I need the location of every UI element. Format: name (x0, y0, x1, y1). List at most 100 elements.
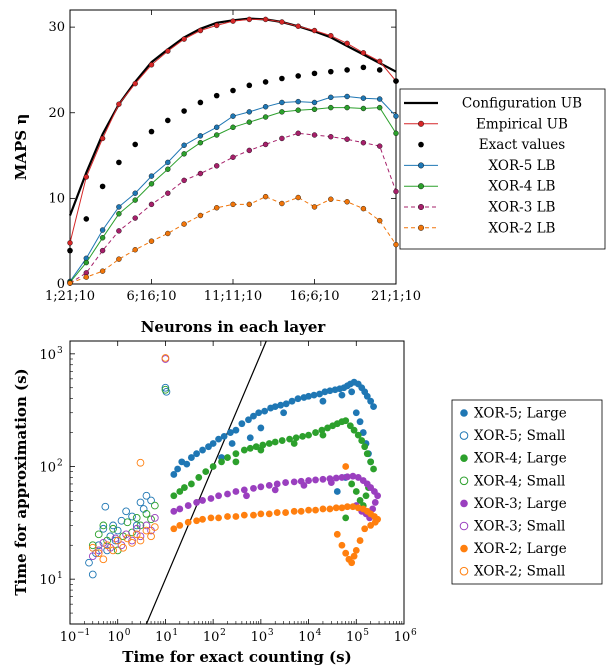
point-xor-2-large (342, 463, 350, 470)
point-xor-2-large (352, 547, 360, 554)
point-xor-2-lb (213, 205, 220, 211)
point-xor-4-large (352, 488, 360, 495)
point-xor-5-large (326, 387, 334, 395)
point-xor-2-lb (328, 196, 334, 202)
point-xor-5-large (174, 465, 182, 473)
point-xor-4-large (286, 435, 293, 443)
point-xor-2-lb (393, 241, 399, 248)
point-exact-values (99, 183, 106, 190)
point-xor-3-large (232, 488, 240, 495)
point-xor-2-lb (246, 201, 253, 208)
point-xor-3-large (257, 483, 265, 491)
point-empirical-ub (116, 101, 122, 107)
point-xor-4-lb (213, 132, 220, 138)
point-xor-5-lb (148, 173, 155, 179)
point-xor-4-large (218, 458, 225, 466)
top-legend: Configuration UB Empirical UB Exact values… (399, 88, 606, 250)
point-xor-3-large (250, 484, 257, 492)
point-xor-3-lb (213, 163, 220, 169)
legend-label-xor-3-large: XOR-3; Large (474, 496, 567, 512)
point-xor-5-large (227, 429, 234, 436)
point-empirical-ub (279, 19, 285, 25)
point-xor-3-large (354, 474, 362, 481)
point-xor-4-large (176, 488, 184, 495)
bottom-axes-ticks: 10 −1 10 0 10 1 10 2 10 3 10 4 10 5 10 610 110 210 3 (39, 341, 417, 645)
point-xor-5-lb (132, 190, 138, 196)
legend-marker-xor-3-lb (418, 203, 425, 210)
point-xor-2-large (338, 541, 346, 549)
point-xor-4-large (346, 422, 354, 430)
legend-marker-xor-2-small (459, 566, 469, 576)
point-xor-3-lb (311, 132, 318, 138)
point-xor-2-lb (67, 280, 73, 286)
point-xor-5-large (187, 454, 195, 461)
point-xor-4-lb (132, 197, 138, 203)
top-y-tick-label: 20 (48, 106, 65, 121)
bottom-x-axis-label: Time for exact counting (s) (122, 648, 351, 666)
point-xor-5-large (250, 412, 257, 420)
point-xor-2-lb (377, 217, 383, 224)
point-xor-4-small (142, 509, 151, 518)
point-xor-2-large (199, 515, 206, 523)
top-y-tick-label: 30 (48, 20, 65, 35)
point-xor-5-large (209, 440, 217, 447)
point-xor-5-large (305, 392, 312, 400)
point-xor-3-large (349, 472, 357, 480)
point-xor-5-large (310, 391, 318, 399)
point-empirical-ub (99, 135, 106, 142)
point-xor-3-large (207, 495, 215, 502)
point-xor-2-large (305, 506, 312, 514)
point-xor-5-small (113, 526, 122, 535)
point-xor-4-large (362, 492, 370, 500)
point-empirical-ub (132, 80, 138, 87)
point-xor-2-small (103, 541, 111, 550)
point-exact-values (132, 141, 138, 148)
point-xor-2-small (161, 354, 170, 362)
point-exact-values (230, 87, 236, 94)
bottom-x-tick-exponent: 5 (363, 628, 369, 638)
point-xor-5-lb (360, 95, 367, 101)
point-xor-2-lb (262, 193, 269, 200)
bottom-x-tick-label: 10 (346, 630, 363, 645)
series-line-xor-3-lb (69, 132, 397, 284)
bottom-x-tick-label: 10 (107, 630, 124, 645)
point-xor-4-lb (181, 151, 187, 157)
point-xor-5-lb (377, 96, 383, 102)
point-xor-5-lb (197, 133, 204, 139)
point-xor-2-small (88, 543, 97, 552)
reference-line (145, 341, 267, 624)
point-xor-2-lb (311, 204, 318, 210)
point-xor-4-lb (197, 140, 204, 146)
top-x-tick-label: 16;6;10 (289, 289, 339, 304)
top-chart: 0 10 20 30 1;21;10 6;16;10 11;11;10 16;6;10 21;1… (12, 9, 606, 336)
point-xor-4-large (342, 514, 350, 522)
point-xor-3-lb (165, 190, 171, 196)
point-xor-4-large (367, 458, 375, 466)
point-xor-4-lb (246, 119, 253, 125)
point-xor-3-lb (393, 188, 399, 195)
point-xor-4-large (257, 446, 265, 454)
legend-label-xor-3-small: XOR-3; Small (474, 519, 565, 535)
point-xor-2-large (184, 518, 192, 526)
bottom-legend: XOR-5; Large XOR-5; Small XOR-4; Large XOR-… (451, 399, 603, 585)
point-xor-4-large (350, 426, 358, 434)
point-xor-5-large (271, 403, 279, 411)
point-xor-4-large (361, 443, 369, 451)
point-xor-4-lb (344, 104, 350, 111)
point-xor-3-lb (99, 247, 106, 254)
bottom-x-tick-label: 10 (251, 630, 268, 645)
point-xor-3-small (132, 524, 141, 533)
bottom-x-tick-exponent: 3 (268, 628, 274, 638)
point-xor-3-large (240, 486, 248, 494)
point-xor-4-lb (377, 104, 383, 111)
legend-label-configuration-ub: Configuration UB (462, 96, 582, 112)
point-xor-5-small (142, 491, 151, 500)
point-xor-2-large (332, 504, 340, 512)
point-xor-2-lb (197, 212, 204, 219)
point-xor-5-large (228, 440, 236, 447)
point-xor-4-small (94, 530, 103, 539)
point-xor-4-large (363, 450, 371, 458)
bottom-y-tick-label: 10 (39, 348, 56, 363)
point-xor-5-lb (181, 142, 187, 148)
